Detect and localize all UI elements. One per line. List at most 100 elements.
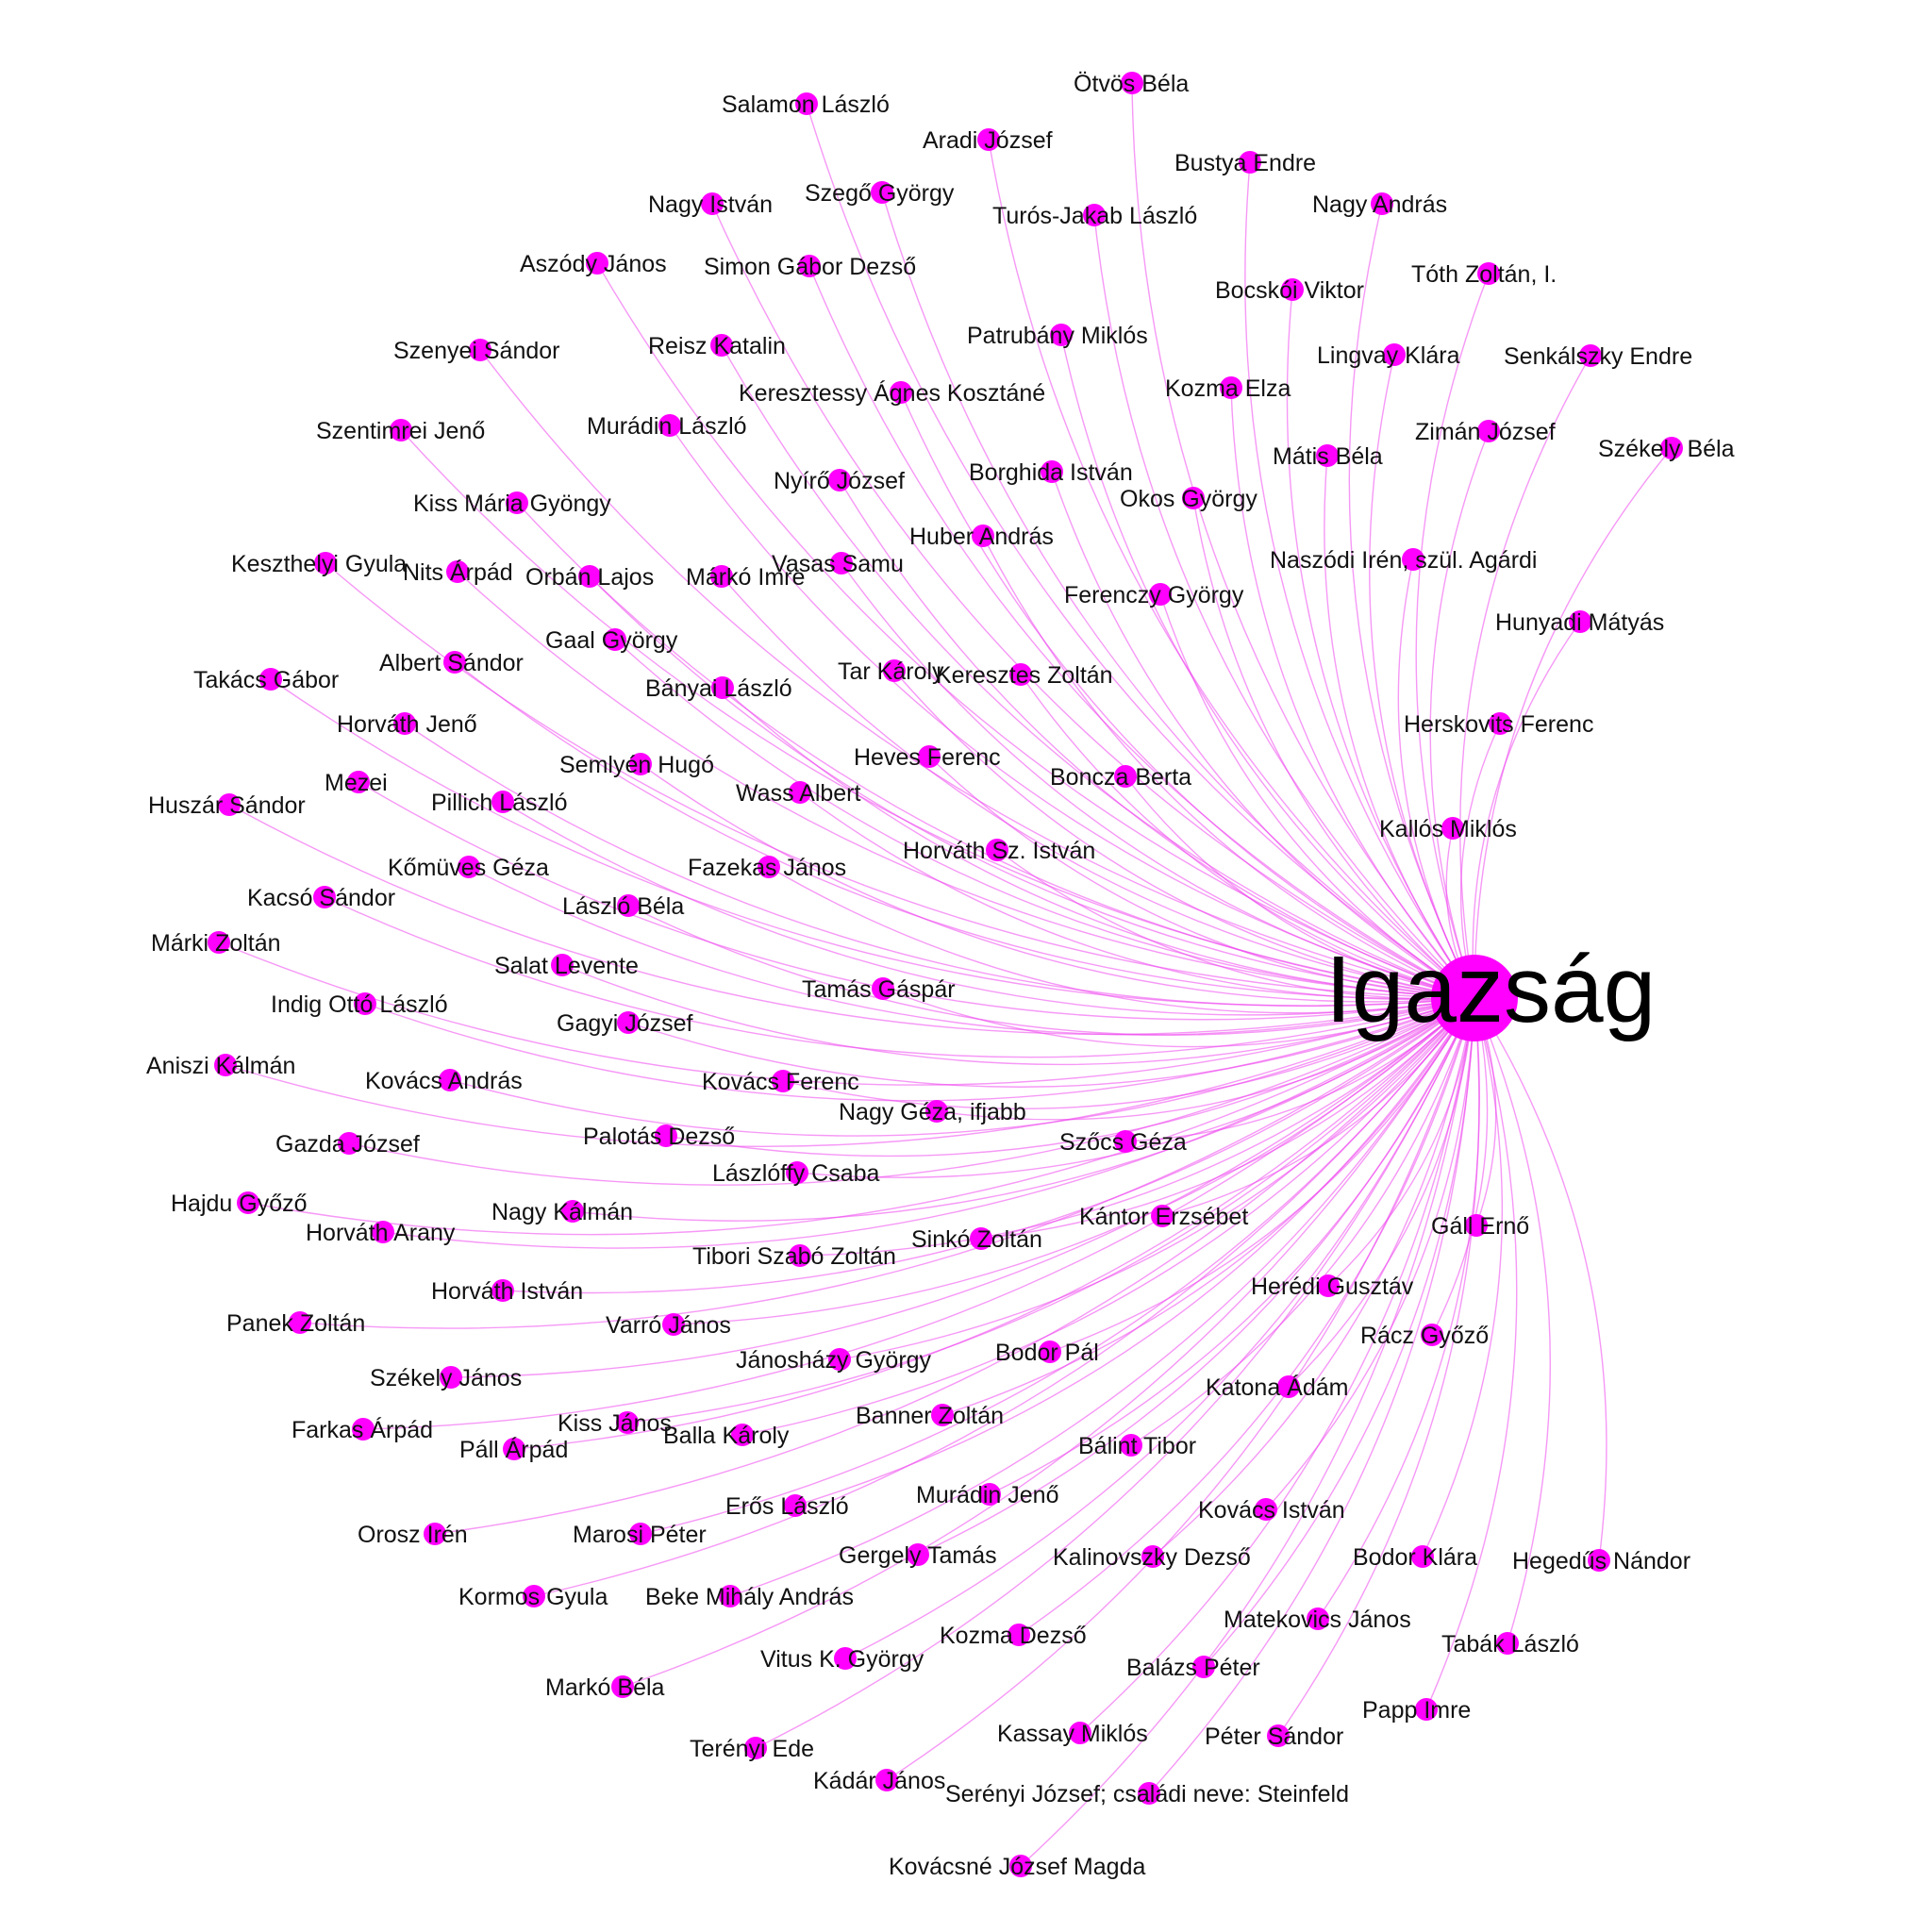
graph-node[interactable] [469,339,491,361]
graph-node[interactable] [872,977,894,1000]
graph-node[interactable] [1411,1545,1434,1568]
graph-node[interactable] [1009,663,1032,686]
graph-node[interactable] [1220,376,1242,399]
graph-node[interactable] [393,712,416,735]
graph-node[interactable] [617,1011,640,1034]
graph-node[interactable] [978,1483,1001,1506]
graph-node[interactable] [1579,344,1602,367]
graph-node[interactable] [719,1585,741,1607]
graph-node[interactable] [439,1069,461,1091]
graph-node[interactable] [918,745,941,768]
graph-node[interactable] [313,886,336,908]
graph-node[interactable] [1114,1130,1137,1153]
graph-node[interactable] [491,791,514,813]
graph-node[interactable] [907,1543,929,1566]
graph-node[interactable] [925,1100,948,1123]
graph-node[interactable] [1477,262,1500,285]
graph-node[interactable] [772,1070,794,1092]
graph-node[interactable] [440,1366,462,1389]
graph-node[interactable] [1489,712,1511,735]
graph-node[interactable] [784,1494,807,1517]
graph-node[interactable] [1039,1341,1061,1363]
graph-node[interactable] [758,856,780,878]
graph-node[interactable] [1114,765,1137,788]
graph-node[interactable] [390,419,412,441]
graph-node[interactable] [1120,1434,1142,1457]
graph-node[interactable] [1281,278,1304,301]
graph-node[interactable] [616,1411,639,1434]
graph-node[interactable] [1465,1214,1488,1237]
graph-node[interactable] [523,1585,545,1607]
graph-node[interactable] [1316,444,1339,467]
graph-node[interactable] [354,992,376,1015]
graph-node[interactable] [1371,192,1393,215]
graph-node[interactable] [972,525,994,547]
graph-node[interactable] [1149,583,1172,606]
graph-node[interactable] [1182,487,1205,509]
graph-node[interactable] [883,659,906,682]
graph-node[interactable] [711,676,734,699]
graph-node[interactable] [828,469,851,491]
graph-node[interactable] [658,414,681,437]
graph-node[interactable] [578,565,601,588]
graph-node[interactable] [1277,1375,1300,1398]
graph-node[interactable] [1151,1205,1174,1227]
graph-node[interactable] [352,1418,375,1441]
graph-node[interactable] [1041,460,1063,483]
graph-node[interactable] [1588,1549,1610,1572]
graph-node[interactable] [1402,548,1424,571]
graph-node[interactable] [655,1124,677,1147]
hub-node[interactable] [1431,955,1518,1041]
graph-node[interactable] [446,560,469,583]
graph-node[interactable] [506,491,528,514]
graph-node[interactable] [986,839,1008,861]
graph-node[interactable] [338,1132,360,1155]
graph-node[interactable] [1239,151,1261,174]
graph-node[interactable] [1383,343,1406,366]
graph-node[interactable] [977,128,1000,151]
graph-node[interactable] [629,753,652,775]
graph-node[interactable] [710,565,733,588]
graph-node[interactable] [1569,610,1591,633]
graph-node[interactable] [1141,1545,1164,1568]
graph-node[interactable] [795,92,818,115]
graph-node[interactable] [1660,437,1683,459]
graph-node[interactable] [710,334,733,357]
graph-node[interactable] [314,552,337,575]
graph-node[interactable] [218,793,241,816]
graph-node[interactable] [586,252,608,275]
graph-node[interactable] [789,1244,811,1267]
graph-node[interactable] [503,1438,525,1460]
graph-node[interactable] [1255,1498,1277,1521]
graph-node[interactable] [617,894,640,917]
graph-node[interactable] [1138,1782,1160,1805]
graph-node[interactable] [289,1311,311,1334]
graph-node[interactable] [443,651,466,674]
graph-node[interactable] [871,181,893,204]
graph-node[interactable] [662,1313,685,1336]
graph-node[interactable] [372,1221,394,1243]
graph-node[interactable] [1083,204,1106,226]
graph-node[interactable] [744,1737,767,1759]
graph-node[interactable] [828,1348,851,1371]
graph-node[interactable] [1477,420,1500,442]
graph-node[interactable] [611,1675,634,1698]
graph-node[interactable] [1421,1324,1443,1346]
graph-node[interactable] [875,1769,898,1791]
graph-node[interactable] [208,931,230,954]
graph-node[interactable] [551,954,574,976]
graph-node[interactable] [1307,1607,1329,1630]
graph-node[interactable] [1009,1855,1032,1877]
graph-node[interactable] [424,1523,446,1545]
graph-node[interactable] [259,668,282,691]
graph-node[interactable] [798,255,821,277]
graph-node[interactable] [970,1227,992,1250]
graph-node[interactable] [237,1191,259,1214]
graph-node[interactable] [629,1523,652,1545]
graph-node[interactable] [1192,1656,1215,1678]
graph-node[interactable] [1267,1724,1290,1747]
graph-node[interactable] [1415,1698,1438,1721]
graph-node[interactable] [1069,1722,1091,1744]
graph-node[interactable] [214,1054,237,1076]
graph-node[interactable] [789,781,811,804]
